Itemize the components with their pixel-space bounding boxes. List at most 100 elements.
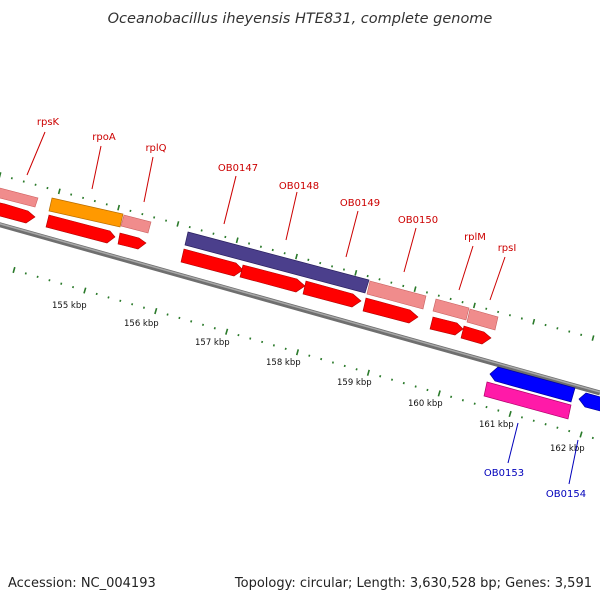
ring-tick bbox=[295, 349, 300, 356]
ring-tick bbox=[390, 378, 394, 381]
ring-tick bbox=[188, 225, 191, 229]
ring-tick bbox=[568, 429, 571, 433]
gene-feature-arrow bbox=[460, 325, 492, 345]
ring-tick bbox=[497, 409, 500, 412]
gene-feature-arrow bbox=[117, 232, 147, 250]
ring-tick bbox=[579, 431, 583, 438]
ring-tick bbox=[105, 203, 108, 206]
ring-tick bbox=[331, 361, 334, 364]
ring-tick bbox=[213, 327, 216, 330]
scale-label-159: 159 kbp bbox=[337, 378, 372, 388]
ring-tick bbox=[271, 248, 274, 252]
ring-tick bbox=[295, 253, 298, 260]
ring-tick bbox=[308, 354, 311, 357]
gene-feature-purple bbox=[184, 231, 370, 294]
gene-feature-arrow bbox=[362, 297, 419, 324]
gene-label-OB0153: OB0153 bbox=[484, 468, 524, 479]
ring-tick bbox=[449, 297, 452, 301]
ring-tick bbox=[343, 364, 346, 368]
ring-tick bbox=[485, 405, 488, 409]
gene-feature-rpoA bbox=[48, 197, 124, 228]
ring-tick bbox=[95, 292, 98, 296]
ring-tick bbox=[544, 323, 547, 327]
ring-tick bbox=[413, 286, 417, 293]
ring-tick bbox=[178, 316, 181, 320]
ring-tick bbox=[556, 426, 559, 429]
ring-tick bbox=[591, 436, 594, 440]
gene-feature-rplM bbox=[432, 298, 470, 321]
ring-tick bbox=[48, 279, 51, 282]
gene-label-OB0149: OB0149 bbox=[340, 198, 380, 209]
ring-tick bbox=[272, 344, 275, 347]
ring-tick bbox=[472, 302, 476, 309]
ring-tick bbox=[201, 323, 205, 327]
ring-tick bbox=[497, 310, 500, 314]
gene-label-rplM: rplM bbox=[464, 232, 486, 243]
ring-tick bbox=[437, 294, 440, 297]
ring-tick bbox=[556, 327, 559, 330]
gene-label-rplQ: rplQ bbox=[145, 143, 166, 154]
ring-tick bbox=[331, 265, 334, 268]
ring-tick bbox=[235, 237, 239, 244]
gene-feature-arrow bbox=[0, 202, 36, 224]
ring-tick bbox=[568, 330, 571, 333]
ring-tick bbox=[366, 274, 369, 278]
gene-label-rpsK: rpsK bbox=[37, 117, 60, 128]
gene-label-OB0150: OB0150 bbox=[398, 215, 438, 226]
ring-tick bbox=[355, 368, 358, 371]
ring-tick bbox=[12, 266, 16, 274]
gene-feature-magenta bbox=[483, 381, 572, 420]
ring-tick bbox=[378, 278, 381, 281]
gene-feature-rplQ bbox=[120, 214, 152, 234]
ring-tick bbox=[426, 388, 429, 392]
ring-tick bbox=[176, 221, 180, 227]
ring-tick bbox=[22, 180, 25, 183]
ring-tick bbox=[591, 335, 595, 341]
ring-tick bbox=[450, 395, 453, 399]
ring-tick bbox=[0, 172, 2, 178]
ring-tick bbox=[249, 337, 252, 340]
gene-feature-rpsI bbox=[466, 308, 499, 331]
ring-tick bbox=[93, 199, 96, 203]
ring-tick bbox=[10, 177, 13, 180]
gene-features bbox=[0, 187, 600, 420]
ring-tick bbox=[70, 193, 73, 196]
ring-tick bbox=[107, 296, 110, 299]
ring-tick bbox=[366, 369, 370, 376]
ring-tick bbox=[190, 320, 193, 323]
ring-tick bbox=[57, 188, 61, 195]
ring-tick bbox=[342, 268, 345, 271]
ring-tick bbox=[82, 196, 85, 200]
ring-tick bbox=[461, 399, 464, 402]
ring-tick bbox=[36, 275, 39, 279]
ring-tick bbox=[166, 313, 169, 316]
gene-feature-arrow bbox=[180, 248, 244, 277]
ring-tick bbox=[212, 232, 215, 235]
ring-tick bbox=[261, 340, 264, 344]
genome-summary-text: Topology: circular; Length: 3,630,528 bp… bbox=[234, 576, 592, 591]
ring-tick bbox=[544, 423, 547, 426]
ring-tick bbox=[142, 306, 145, 309]
ring-tick bbox=[200, 229, 203, 232]
ring-tick bbox=[354, 269, 358, 276]
ring-tick bbox=[402, 381, 405, 385]
genome-backbone bbox=[0, 222, 600, 396]
gene-feature-arrow bbox=[429, 316, 464, 336]
gene-label-leaders bbox=[26, 131, 579, 485]
gene-feature-OB0153 bbox=[489, 366, 576, 403]
scale-label-157: 157 kbp bbox=[195, 338, 230, 348]
gene-feature-arrow bbox=[45, 214, 116, 244]
ring-tick bbox=[319, 261, 322, 265]
ring-tick bbox=[117, 204, 121, 211]
scale-label-156: 156 kbp bbox=[124, 319, 159, 329]
ring-tick bbox=[390, 281, 393, 284]
gene-feature-OB0154 bbox=[578, 392, 600, 412]
ring-tick bbox=[34, 183, 37, 186]
ring-tick bbox=[485, 307, 488, 310]
map-title: Oceanobacillus iheyensis HTE831, complet… bbox=[108, 11, 493, 27]
scale-label-161: 161 kbp bbox=[479, 420, 514, 430]
scale-label-158: 158 kbp bbox=[266, 358, 301, 368]
ring-tick bbox=[72, 285, 75, 289]
ring-tick bbox=[520, 416, 523, 419]
